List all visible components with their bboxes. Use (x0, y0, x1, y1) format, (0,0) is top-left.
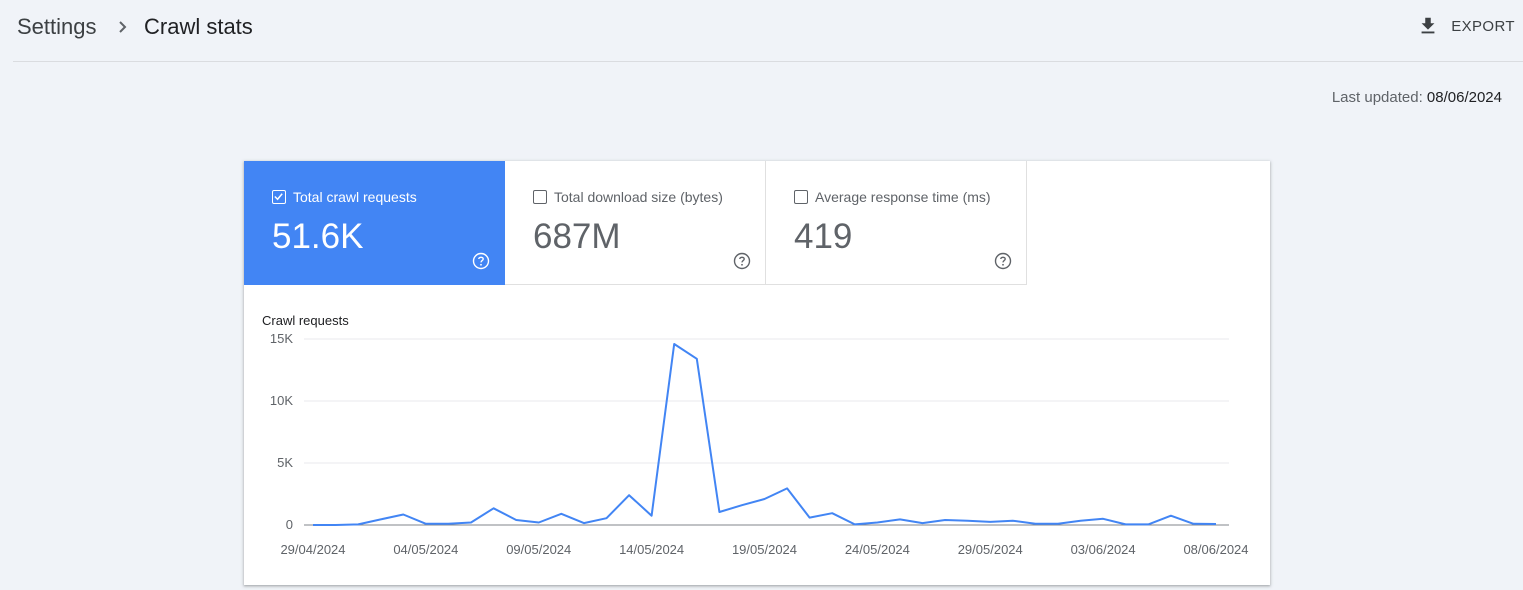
tile-value: 419 (794, 217, 853, 256)
y-tick-label: 10K (270, 393, 293, 408)
series-line-crawl-requests (313, 343, 1217, 526)
crawl-stats-card: Total crawl requests 51.6K Total downloa… (244, 161, 1270, 585)
y-tick-label: 5K (277, 455, 293, 470)
x-tick-label: 03/06/2024 (1071, 542, 1136, 557)
help-icon[interactable] (994, 252, 1012, 270)
y-tick-label: 0 (286, 517, 293, 532)
chart-svg: 0 5K 10K 15K 29/04/2024 04/05/2024 09/05/2024 1… (270, 331, 1249, 557)
tile-label: Average response time (ms) (815, 189, 991, 205)
last-updated: Last updated: 08/06/2024 (1332, 89, 1502, 106)
y-tick-label: 15K (270, 331, 293, 346)
x-tick-label: 19/05/2024 (732, 542, 797, 557)
tile-total-crawl-requests[interactable]: Total crawl requests 51.6K (244, 161, 505, 285)
help-icon[interactable] (733, 252, 751, 270)
checkbox-checked[interactable] (272, 190, 286, 204)
tile-label: Total crawl requests (293, 189, 417, 205)
tile-average-response-time[interactable]: Average response time (ms) 419 (766, 161, 1027, 285)
breadcrumb-settings-link[interactable]: Settings (17, 14, 97, 39)
chevron-right-icon (115, 17, 131, 37)
checkbox-unchecked[interactable] (794, 190, 808, 204)
tile-label: Total download size (bytes) (554, 189, 723, 205)
tile-total-download-size[interactable]: Total download size (bytes) 687M (505, 161, 766, 285)
page-header: Settings Crawl stats EXPORT (13, 0, 1523, 62)
x-tick-label: 29/04/2024 (280, 542, 345, 557)
x-tick-label: 29/05/2024 (958, 542, 1023, 557)
export-label: EXPORT (1451, 17, 1515, 35)
x-tick-label: 09/05/2024 (506, 542, 571, 557)
last-updated-label: Last updated: (1331, 89, 1427, 106)
x-tick-label: 08/06/2024 (1183, 542, 1248, 557)
export-button[interactable]: EXPORT (1417, 12, 1515, 40)
crawl-requests-chart: Crawl requests 0 5K 10K 15K 29/04/2024 04/05/… (244, 285, 1270, 585)
checkbox-unchecked[interactable] (533, 190, 547, 204)
x-tick-label: 24/05/2024 (845, 542, 910, 557)
page-title: Crawl stats (144, 14, 253, 39)
x-tick-label: 14/05/2024 (619, 542, 684, 557)
x-tick-label: 04/05/2024 (393, 542, 458, 557)
help-icon[interactable] (472, 252, 490, 270)
chart-title: Crawl requests (262, 313, 349, 328)
tile-value: 687M (533, 217, 621, 256)
download-icon (1421, 17, 1435, 34)
tile-value: 51.6K (272, 217, 364, 256)
last-updated-value: 08/06/2024 (1426, 89, 1502, 106)
